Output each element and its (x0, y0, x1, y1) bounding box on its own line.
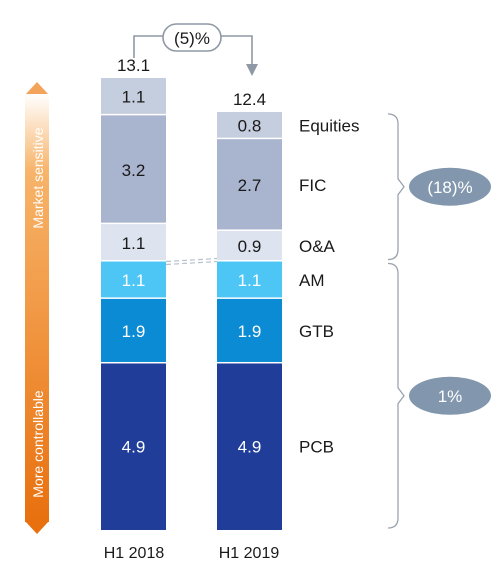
change-arrow-head-icon (246, 64, 258, 76)
value-label-pcb-h1-2019: 4.9 (238, 438, 262, 457)
market-sensitive-label: Market sensitive (30, 127, 46, 228)
category-label-fic: FIC (299, 176, 326, 195)
value-label-fic-h1-2019: 2.7 (238, 176, 262, 195)
total-label-h1-2018: 13.1 (117, 56, 150, 75)
value-label-o-a-h1-2018: 1.1 (122, 234, 146, 253)
value-label-equities-h1-2018: 1.1 (122, 88, 146, 107)
value-label-am-h1-2018: 1.1 (122, 271, 146, 290)
value-label-equities-h1-2019: 0.8 (238, 117, 262, 136)
group-change-pill-1 (409, 376, 491, 415)
category-label-o-a: O&A (299, 237, 336, 256)
group-brackets: (18)% 1% (387, 113, 491, 529)
category-label-pcb: PCB (299, 438, 334, 457)
value-label-pcb-h1-2018: 4.9 (122, 438, 146, 457)
bar-am-h1-2018 (101, 261, 166, 298)
x-label-h1-2019: H1 2019 (219, 545, 280, 562)
value-label-gtb-h1-2019: 1.9 (238, 322, 262, 341)
group-change-label-0: (18)% (427, 178, 472, 197)
bar-pcb-h1-2019 (217, 363, 282, 530)
axis-arrow-bottom-icon (25, 521, 49, 534)
bar-equities-h1-2018 (101, 78, 166, 114)
value-label-am-h1-2019: 1.1 (238, 271, 262, 290)
category-label-gtb: GTB (299, 322, 334, 341)
group-change-label-1: 1% (438, 387, 463, 406)
bar-o-a-h1-2019 (217, 230, 282, 261)
more-controllable-label: More controllable (30, 390, 46, 498)
bar-equities-h1-2019 (217, 111, 282, 138)
bar-fic-h1-2019 (217, 139, 282, 230)
bar-o-a-h1-2018 (101, 224, 166, 261)
value-label-o-a-h1-2019: 0.9 (238, 237, 262, 256)
value-label-gtb-h1-2018: 1.9 (122, 322, 146, 341)
axis-arrow-top-icon (25, 82, 49, 95)
category-label-equities: Equities (299, 117, 359, 136)
split-connector-0 (165, 257, 218, 263)
controllability-axis: Market sensitive More controllable (25, 82, 49, 534)
axis-arrow-shaft (25, 94, 49, 522)
bar-gtb-h1-2019 (217, 298, 282, 362)
x-label-h1-2018: H1 2018 (104, 545, 165, 562)
bar-layer: 4.9 1.9 1.1 1.1 3.2 1.1 13.1 4.9 1.9 1.1 0.9 2.7 0.8… (101, 56, 359, 530)
bar-gtb-h1-2018 (101, 298, 166, 362)
group-bracket-0 (387, 113, 405, 261)
split-connector-1 (165, 260, 218, 266)
bar-am-h1-2019 (217, 261, 282, 298)
total-change-annotation: (5)% (133, 23, 258, 76)
group-bracket-1 (387, 262, 405, 529)
bar-pcb-h1-2018 (101, 363, 166, 530)
total-change-label: (5)% (174, 29, 210, 48)
group-change-pill-0 (409, 167, 491, 206)
total-label-h1-2019: 12.4 (233, 90, 266, 109)
value-label-fic-h1-2018: 3.2 (122, 161, 146, 180)
change-bubble (162, 23, 222, 52)
bar-fic-h1-2018 (101, 115, 166, 223)
category-label-am: AM (299, 271, 325, 290)
